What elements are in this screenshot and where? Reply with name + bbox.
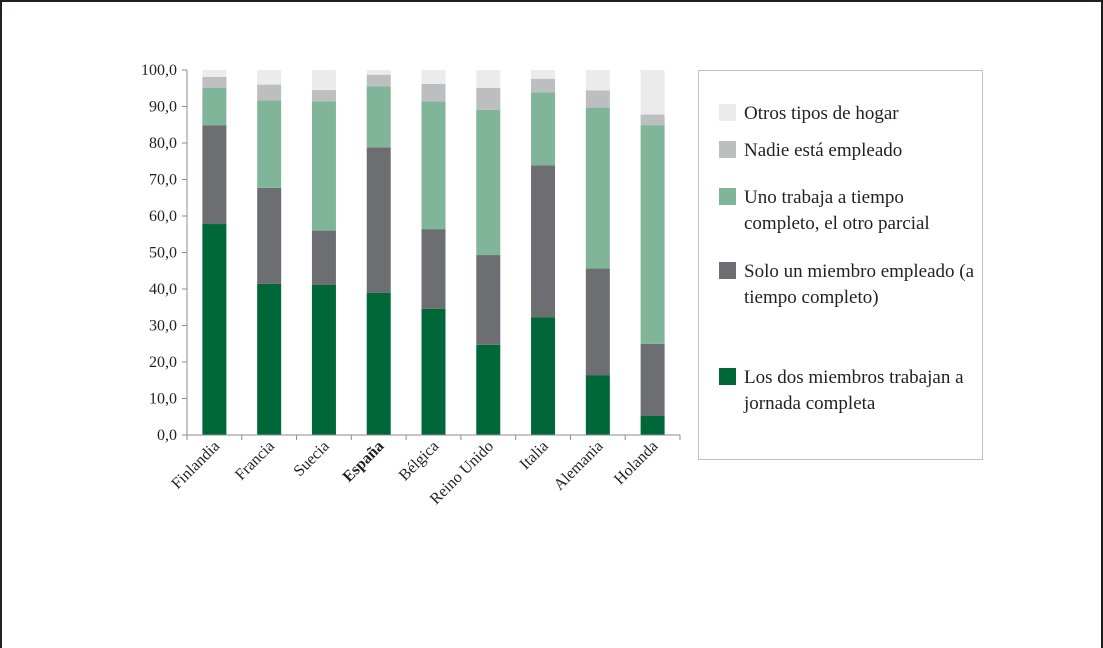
bar-segment bbox=[311, 284, 336, 435]
bar-segment bbox=[640, 114, 665, 126]
legend-label: Solo un miembro empleado (a tiempo compl… bbox=[744, 261, 975, 308]
y-tick-label: 80,0 bbox=[149, 135, 177, 152]
x-axis: Finlandia Francia Suecia España BélgicaReino… bbox=[168, 434, 681, 508]
bar-segment bbox=[202, 76, 227, 88]
bar-segment bbox=[476, 255, 501, 345]
x-tick-label: Suecia bbox=[291, 438, 333, 480]
bar-segment bbox=[640, 70, 665, 115]
bar-segment bbox=[202, 224, 227, 435]
bar-segment bbox=[476, 70, 501, 88]
x-tick-label: España bbox=[340, 438, 388, 486]
bar-segment bbox=[202, 87, 227, 126]
bar-segment bbox=[421, 308, 446, 435]
bar-segment bbox=[202, 125, 227, 225]
bar-segment bbox=[640, 343, 665, 417]
legend-label: Los dos miembros trabajan a jornada comp… bbox=[744, 367, 964, 414]
legend: Otros tipos de hogar Nadie está empleado… bbox=[698, 70, 983, 460]
legend-swatch bbox=[719, 368, 736, 385]
bar-segment bbox=[366, 292, 391, 435]
bar-segment bbox=[585, 70, 610, 91]
bar-segment bbox=[421, 101, 446, 230]
legend-label: Nadie está empleado bbox=[744, 140, 903, 161]
bar-segment bbox=[366, 70, 391, 75]
bar-segment bbox=[257, 100, 282, 188]
y-tick-label: 10,0 bbox=[149, 391, 177, 408]
y-tick-label: 70,0 bbox=[149, 172, 177, 189]
bar-segment bbox=[311, 101, 336, 231]
bar-segment bbox=[476, 87, 501, 110]
legend-swatch bbox=[719, 188, 736, 205]
bar-segment bbox=[421, 83, 446, 102]
bar-segment bbox=[476, 109, 501, 256]
y-axis: 0,0 10,0 20,0 30,0 40,0 50,0 60,0 70,0 80,0 90,0 1… bbox=[141, 62, 188, 444]
bar-segment bbox=[421, 229, 446, 309]
y-tick-label: 90,0 bbox=[149, 99, 177, 116]
x-tick-label: Francia bbox=[232, 438, 278, 484]
x-tick-label: Italia bbox=[517, 438, 552, 473]
bar-segment bbox=[311, 90, 336, 102]
y-tick-label: 30,0 bbox=[149, 318, 177, 335]
bar-segment bbox=[585, 107, 610, 269]
legend-swatch bbox=[719, 262, 736, 279]
bar-segment bbox=[531, 78, 556, 93]
x-tick-label: Finlandia bbox=[168, 438, 223, 493]
bar-segment bbox=[257, 70, 282, 85]
bar-segment bbox=[311, 230, 336, 285]
bar-segment bbox=[366, 147, 391, 293]
bar-segment bbox=[257, 283, 282, 435]
bar-segment bbox=[585, 268, 610, 376]
y-tick-label: 20,0 bbox=[149, 354, 177, 371]
legend-swatch bbox=[719, 141, 736, 158]
x-tick-label: Alemania bbox=[551, 438, 607, 494]
bar-segment bbox=[366, 74, 391, 87]
y-tick-label: 0,0 bbox=[157, 427, 177, 444]
bar-segment bbox=[202, 70, 227, 77]
y-tick-label: 40,0 bbox=[149, 281, 177, 298]
bar-segment bbox=[531, 92, 556, 166]
y-tick-label: 50,0 bbox=[149, 245, 177, 262]
bar-segment bbox=[257, 187, 282, 284]
bar-segment bbox=[421, 70, 446, 84]
legend-label: Otros tipos de hogar bbox=[744, 103, 899, 124]
bars bbox=[202, 70, 665, 435]
legend-swatch bbox=[719, 104, 736, 121]
bar-segment bbox=[476, 344, 501, 435]
bar-segment bbox=[257, 84, 282, 101]
bar-segment bbox=[366, 86, 391, 148]
bar-segment bbox=[585, 90, 610, 108]
bar-segment bbox=[311, 70, 336, 91]
legend-label: Uno trabaja a tiempo completo, el otro p… bbox=[744, 187, 930, 234]
y-tick-label: 60,0 bbox=[149, 208, 177, 225]
bar-segment bbox=[531, 317, 556, 435]
bar-segment bbox=[531, 165, 556, 318]
bar-segment bbox=[640, 416, 665, 435]
x-tick-label: Holanda bbox=[611, 438, 661, 488]
bar-segment bbox=[640, 125, 665, 344]
bar-segment bbox=[531, 70, 556, 79]
bar-segment bbox=[585, 375, 610, 435]
x-tick-label: Bélgica bbox=[396, 438, 443, 485]
y-tick-label: 100,0 bbox=[141, 62, 177, 79]
